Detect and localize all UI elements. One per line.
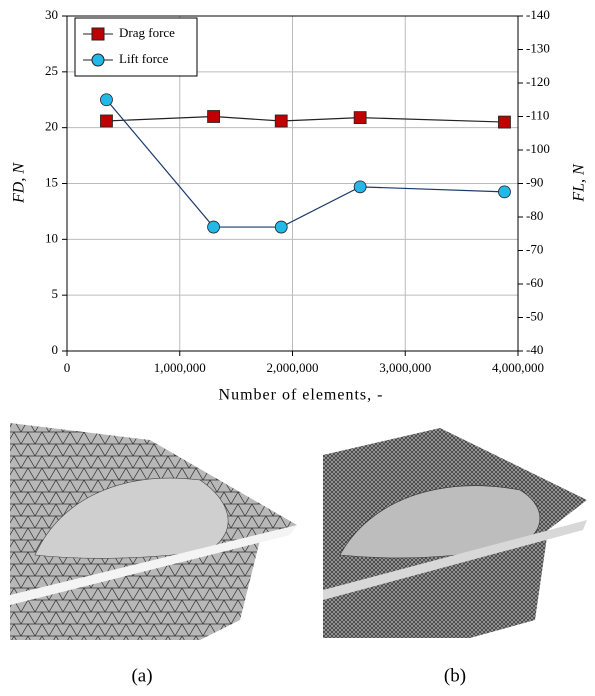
y2-tick-label: -90 [526,174,543,189]
legend-marker [92,54,104,66]
caption: (b) [444,665,466,686]
y2-axis-title: FL, N [571,163,588,203]
y2-tick-label: -120 [526,74,550,89]
x-tick-label: 4,000,000 [492,360,544,375]
x-axis-title: Number of elements, - [219,387,384,404]
y-axis-title: FD, N [11,162,28,204]
y-tick-label: 20 [45,119,58,134]
y2-tick-label: -140 [526,7,550,22]
y2-tick-label: -80 [526,208,543,223]
y2-tick-label: -100 [526,141,550,156]
x-tick-label: 3,000,000 [379,360,431,375]
y-tick-label: 30 [45,7,58,22]
marker [275,221,287,233]
y2-tick-label: -50 [526,308,543,323]
marker [498,186,510,198]
marker [100,94,112,106]
y-tick-label: 5 [52,286,59,301]
marker [354,112,366,124]
marker [498,116,510,128]
marker [354,181,366,193]
mesh-image-a [10,423,297,640]
x-tick-label: 0 [64,360,71,375]
legend-label: Drag force [119,25,175,40]
legend-marker [92,28,104,40]
legend-label: Lift force [119,51,169,66]
y-tick-label: 10 [45,230,58,245]
y-tick-label: 0 [52,342,59,357]
y2-tick-label: -130 [526,40,550,55]
caption: (a) [131,665,152,686]
y2-tick-label: -70 [526,241,543,256]
x-tick-label: 1,000,000 [154,360,206,375]
y2-tick-label: -110 [526,107,549,122]
marker [208,221,220,233]
y2-tick-label: -60 [526,275,543,290]
y2-tick-label: -40 [526,342,543,357]
y-tick-label: 15 [45,174,58,189]
series-line [106,117,504,123]
y-tick-label: 25 [45,63,58,78]
x-tick-label: 2,000,000 [267,360,319,375]
marker [208,111,220,123]
marker [275,115,287,127]
mesh-image-b [323,428,587,638]
marker [100,115,112,127]
figure: (a) (b) Number of elements, - FD, N FL, … [0,0,595,691]
